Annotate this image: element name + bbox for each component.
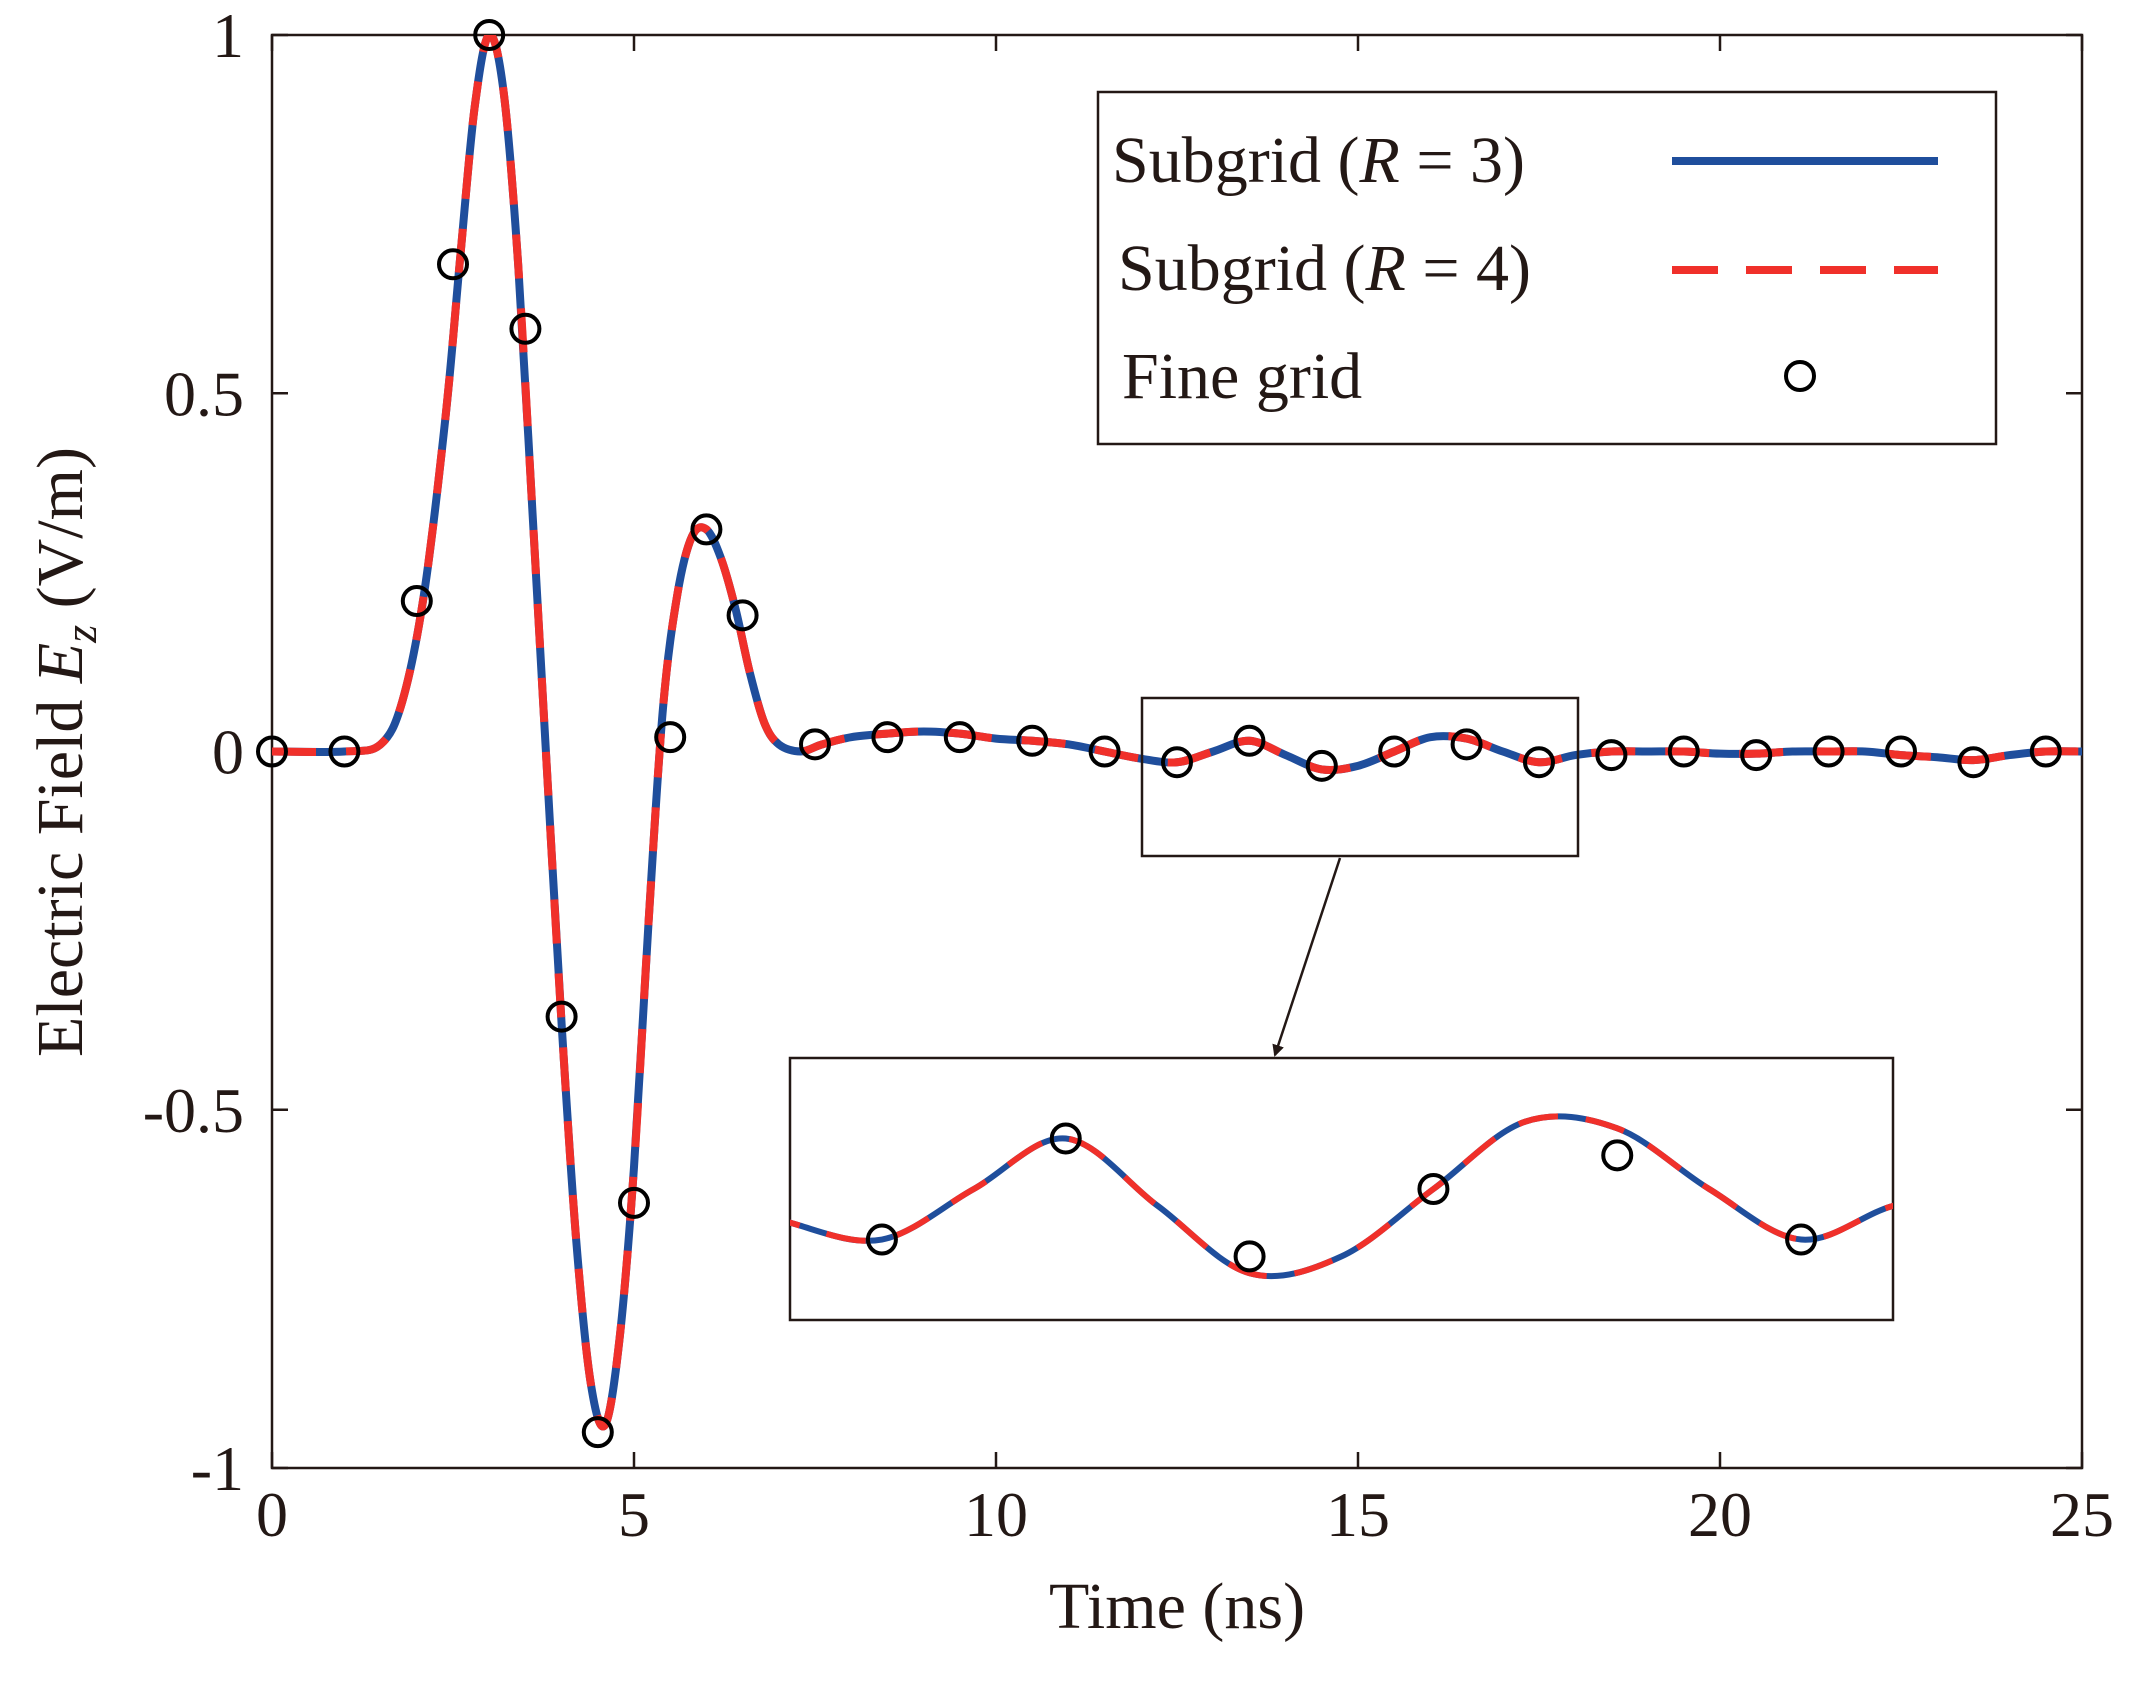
series-line-subgrid-r4 <box>272 35 2082 1431</box>
fine-grid-marker <box>1812 735 1845 768</box>
fine-grid-marker <box>1233 724 1266 757</box>
fine-grid-marker <box>943 721 976 754</box>
fine-grid-marker <box>1305 749 1338 782</box>
inset-fine-grid-marker <box>1233 1240 1266 1273</box>
inset-layer <box>790 1113 1893 1280</box>
legend-label-r3: Subgrid (R = 3) <box>1112 124 1525 197</box>
axis-ticks: 0 5 10 15 20 25 -1 -0.5 0 0.5 1 <box>143 0 2114 1550</box>
inset-fine-grid-marker <box>1417 1173 1450 1205</box>
fine-grid-marker <box>1957 746 1990 779</box>
fine-grid-marker <box>618 1186 650 1219</box>
legend-box <box>1096 90 1998 446</box>
fine-grid-marker <box>726 599 759 632</box>
fine-grid-marker <box>1450 728 1483 761</box>
fine-grid-marker <box>509 312 542 345</box>
fine-grid-marker <box>799 728 831 761</box>
x-tick-label: 5 <box>618 1479 650 1550</box>
fine-grid-marker <box>328 735 361 768</box>
inset-line-subgrid-r4 <box>790 1113 1893 1280</box>
y-tick-label: 1 <box>212 0 244 71</box>
legend-swatch-fine <box>1784 360 1816 392</box>
inset-fine-grid-marker <box>865 1223 898 1256</box>
x-tick-label: 0 <box>256 1479 288 1550</box>
x-tick-label: 10 <box>964 1479 1028 1550</box>
fine-grid-marker <box>1523 746 1555 779</box>
inset-markers-layer <box>865 1122 1818 1273</box>
fine-grid-marker <box>1161 746 1193 779</box>
x-tick-label: 25 <box>2050 1479 2114 1550</box>
fine-grid-marker <box>1088 735 1121 768</box>
fine-grid-marker <box>545 1000 578 1033</box>
y-axis-label-units: (V/m) <box>24 447 97 608</box>
fine-grid-marker <box>2029 735 2062 768</box>
y-axis-label-text: Electric Field <box>24 700 97 1057</box>
y-tick-label: 0 <box>212 717 244 788</box>
legend: Subgrid (R = 3) Subgrid (R = 4) Fine gri… <box>1096 90 1998 446</box>
inset-fine-grid-marker <box>1785 1223 1818 1256</box>
legend-label-r4: Subgrid (R = 4) <box>1118 232 1531 305</box>
y-tick-label: -0.5 <box>143 1075 244 1146</box>
inset-frame <box>788 1056 1895 1322</box>
legend-label-fine: Fine grid <box>1122 340 1362 413</box>
fine-grid-marker <box>1667 735 1700 768</box>
inset-fine-grid-marker <box>1049 1122 1082 1155</box>
zoom-region-box <box>1140 696 1580 858</box>
x-tick-label: 15 <box>1326 1479 1390 1550</box>
y-axis-label-symbol: E <box>24 643 97 684</box>
inset-fine-grid-marker <box>1601 1139 1634 1172</box>
y-axis-label-subscript: z <box>55 625 106 644</box>
x-tick-label: 20 <box>1688 1479 1752 1550</box>
fine-grid-marker <box>871 721 904 754</box>
fine-grid-marker <box>400 585 433 618</box>
fine-grid-marker <box>437 248 469 281</box>
x-axis-label: Time (ns) <box>1049 1570 1305 1643</box>
fine-grid-marker <box>256 735 288 768</box>
y-tick-label: 0.5 <box>164 358 244 429</box>
fine-grid-marker <box>1885 735 1917 768</box>
y-tick-label: -1 <box>191 1433 244 1504</box>
series-layer <box>272 35 2082 1431</box>
markers-layer <box>256 19 2062 1449</box>
fine-grid-marker <box>581 1416 614 1449</box>
fine-grid-marker <box>1016 724 1049 757</box>
fine-grid-marker <box>690 513 723 546</box>
fine-grid-marker <box>654 721 687 754</box>
y-axis-label: Electric Field Ez (V/m) <box>24 447 106 1057</box>
fine-grid-marker <box>1740 739 1773 772</box>
fine-grid-marker <box>1595 739 1628 772</box>
fine-grid-marker <box>473 19 506 51</box>
zoom-arrow <box>1272 857 1342 1057</box>
fine-grid-marker <box>1378 735 1411 768</box>
